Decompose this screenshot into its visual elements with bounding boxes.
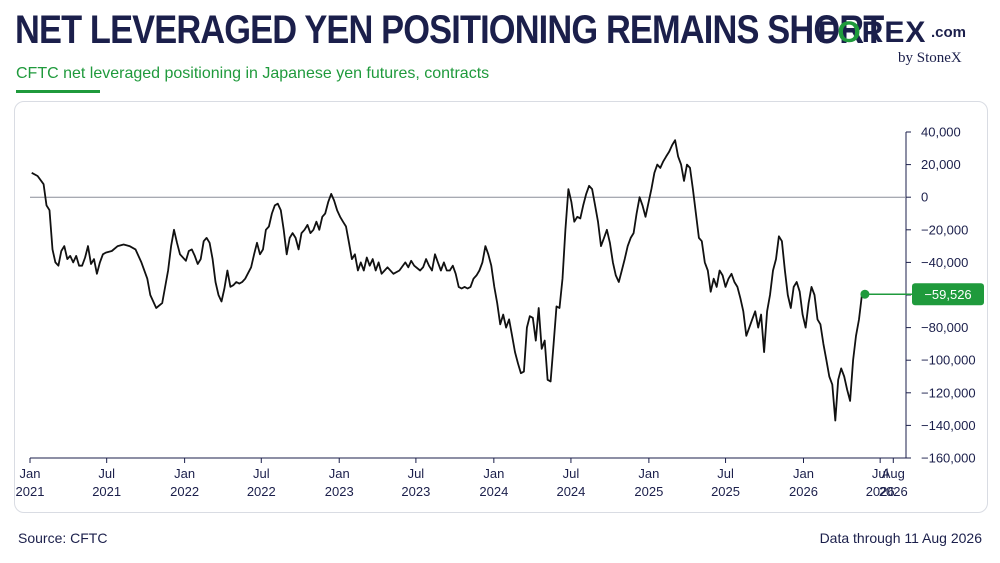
y-tick-label: −40,000 bbox=[921, 255, 968, 270]
chart-series bbox=[31, 139, 866, 422]
logo-byline: by StoneX bbox=[898, 50, 962, 66]
source-note: Source: CFTC bbox=[18, 530, 108, 546]
y-tick-label: −20,000 bbox=[921, 222, 968, 237]
chart-axes bbox=[30, 132, 907, 459]
x-tick-label: Jan bbox=[174, 466, 195, 481]
x-tick-label: Jan bbox=[20, 466, 41, 481]
x-tick-label: 2026 bbox=[789, 484, 818, 499]
logo-wordmark: FOREX bbox=[818, 16, 926, 50]
x-tick-label: 2022 bbox=[170, 484, 199, 499]
y-tick-label: 0 bbox=[921, 190, 928, 205]
page-subtitle: CFTC net leveraged positioning in Japane… bbox=[16, 65, 490, 82]
last-value-badge bbox=[912, 283, 984, 306]
x-tick-label: Jul bbox=[253, 466, 270, 481]
y-tick-label: −80,000 bbox=[921, 320, 968, 335]
x-tick-label: 2022 bbox=[247, 484, 276, 499]
chart-last-marker: −59,526 bbox=[860, 283, 984, 306]
logo-suffix: REX bbox=[861, 16, 927, 49]
y-tick-label: −100,000 bbox=[921, 353, 976, 368]
y-tick-label: −140,000 bbox=[921, 418, 976, 433]
logo-domain: .com bbox=[931, 24, 967, 41]
x-tick-label: Jan bbox=[638, 466, 659, 481]
x-tick-label: 2024 bbox=[479, 484, 508, 499]
brand-logo: FOREX .com by StoneX bbox=[818, 16, 978, 68]
series-line bbox=[31, 139, 866, 422]
x-tick-label: Jan bbox=[483, 466, 504, 481]
x-tick-label: Jul bbox=[408, 466, 425, 481]
logo-o-letter: O bbox=[837, 16, 862, 49]
y-tick-label: 20,000 bbox=[921, 157, 961, 172]
y-tick-label: −120,000 bbox=[921, 385, 976, 400]
x-tick-label: Aug bbox=[882, 466, 905, 481]
x-tick-label: Jul bbox=[563, 466, 580, 481]
logo-prefix: F bbox=[818, 16, 838, 49]
page-title: NET LEVERAGED YEN POSITIONING REMAINS SH… bbox=[15, 8, 884, 52]
y-tick-label: −160,000 bbox=[921, 451, 976, 466]
chart-ticks: 40,00020,0000−20,000−40,000−60,000−80,00… bbox=[16, 125, 976, 500]
x-tick-label: 2024 bbox=[556, 484, 585, 499]
x-tick-label: Jul bbox=[717, 466, 734, 481]
x-tick-label: 2023 bbox=[401, 484, 430, 499]
x-tick-label: 2025 bbox=[634, 484, 663, 499]
x-tick-label: Jul bbox=[872, 466, 889, 481]
x-tick-label: 2023 bbox=[325, 484, 354, 499]
chart-card bbox=[14, 101, 988, 513]
y-tick-label: 40,000 bbox=[921, 125, 961, 140]
x-tick-label: 2021 bbox=[92, 484, 121, 499]
last-value-label: −59,526 bbox=[924, 287, 971, 302]
subtitle-underline bbox=[16, 90, 100, 93]
x-tick-label: Jan bbox=[793, 466, 814, 481]
x-tick-label: 2021 bbox=[16, 484, 45, 499]
x-tick-label: 2026 bbox=[879, 484, 908, 499]
x-tick-label: 2026 bbox=[866, 484, 895, 499]
data-through-note: Data through 11 Aug 2026 bbox=[819, 530, 982, 546]
x-tick-label: Jan bbox=[329, 466, 350, 481]
x-tick-label: 2025 bbox=[711, 484, 740, 499]
x-tick-label: Jul bbox=[98, 466, 115, 481]
